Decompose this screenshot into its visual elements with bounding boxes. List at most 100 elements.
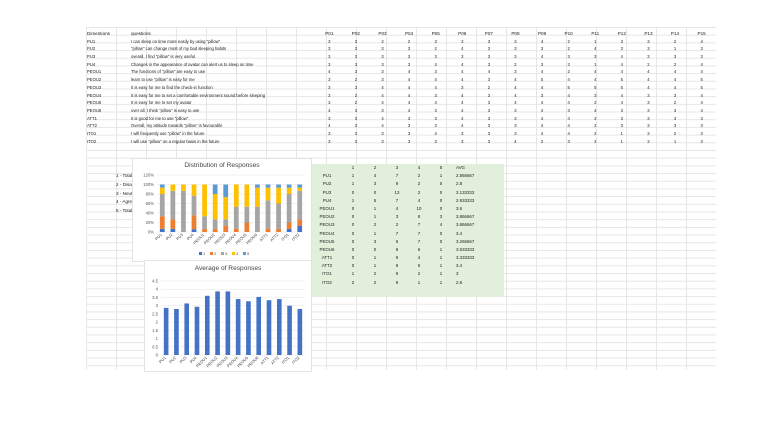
score-cell[interactable]: 2	[487, 84, 491, 90]
score-cell[interactable]: 4	[540, 38, 544, 44]
summary-value-cell[interactable]: 9	[395, 279, 399, 285]
summary-value-cell[interactable]: 4	[417, 255, 421, 261]
score-cell[interactable]: 4	[461, 100, 464, 106]
score-cell[interactable]: 3	[647, 46, 650, 52]
score-cell[interactable]: 2	[354, 92, 358, 98]
question-cell[interactable]: The functions of "pillow" are easy to us…	[131, 69, 206, 75]
score-cell[interactable]: 2	[567, 69, 570, 75]
summary-label-cell[interactable]: PEOU6	[319, 246, 335, 252]
score-cell[interactable]: 2	[354, 100, 358, 106]
summary-value-cell[interactable]: 3.333333	[456, 255, 475, 261]
score-cell[interactable]: 4	[461, 123, 464, 129]
summary-value-cell[interactable]: 1	[417, 279, 421, 285]
score-cell[interactable]: 3	[381, 107, 384, 113]
score-cell[interactable]: 4	[540, 54, 544, 60]
summary-value-cell[interactable]: 2	[417, 189, 421, 195]
score-cell[interactable]: 3	[514, 130, 517, 136]
score-cell[interactable]: 3	[567, 138, 570, 144]
score-cell[interactable]: 2	[514, 61, 517, 67]
score-cell[interactable]: 3	[540, 61, 544, 67]
summary-value-cell[interactable]: 7	[417, 238, 421, 244]
summary-value-cell[interactable]: 9	[395, 255, 399, 261]
score-cell[interactable]: 4	[647, 69, 650, 75]
score-cell[interactable]: 3	[487, 130, 491, 136]
score-cell[interactable]: 3	[381, 130, 384, 136]
header-cell[interactable]: P04	[404, 31, 414, 36]
summary-value-cell[interactable]: 0	[351, 205, 355, 211]
summary-value-cell[interactable]: 7	[417, 230, 421, 236]
score-cell[interactable]: 3	[354, 107, 358, 113]
summary-value-cell[interactable]: 5	[373, 197, 377, 203]
dimension-cell[interactable]: ATT1	[87, 115, 97, 121]
score-cell[interactable]: 3	[434, 54, 437, 60]
dimension-cell[interactable]: PU4	[87, 61, 96, 67]
score-cell[interactable]: 2	[434, 46, 437, 52]
score-cell[interactable]: 3	[328, 92, 331, 98]
score-cell[interactable]: 4	[540, 69, 544, 75]
score-cell[interactable]: 3	[700, 138, 703, 144]
summary-label-cell[interactable]: PU1	[322, 173, 332, 179]
score-cell[interactable]: 4	[700, 92, 703, 98]
score-cell[interactable]: 3	[540, 46, 544, 52]
score-cell[interactable]: 5	[700, 84, 703, 90]
score-cell[interactable]: 2	[594, 123, 597, 129]
score-cell[interactable]: 4	[567, 77, 570, 83]
question-cell[interactable]: overall, I find "pillow" is very useful	[131, 54, 195, 60]
score-cell[interactable]: 4	[461, 69, 464, 75]
summary-value-cell[interactable]: 1	[373, 214, 377, 220]
score-cell[interactable]: 3	[434, 69, 437, 75]
score-cell[interactable]: 3	[354, 61, 358, 67]
score-cell[interactable]: 2	[594, 138, 597, 144]
score-cell[interactable]: 3	[487, 54, 491, 60]
score-cell[interactable]: 4	[514, 92, 517, 98]
score-cell[interactable]: 3	[647, 138, 650, 144]
score-cell[interactable]: 3	[540, 92, 544, 98]
score-cell[interactable]: 3	[354, 138, 358, 144]
score-cell[interactable]: 3	[620, 115, 623, 121]
score-cell[interactable]: 4	[407, 100, 411, 106]
score-cell[interactable]: 4	[620, 92, 623, 98]
score-cell[interactable]: 3	[328, 100, 331, 106]
summary-value-cell[interactable]: 0	[351, 189, 355, 195]
summary-value-cell[interactable]: 0	[351, 255, 355, 261]
summary-value-cell[interactable]: 2	[373, 279, 377, 285]
score-cell[interactable]: 3	[381, 61, 384, 67]
score-cell[interactable]: 5	[700, 77, 703, 83]
score-cell[interactable]: 3	[673, 115, 677, 121]
score-cell[interactable]: 4	[594, 69, 597, 75]
score-cell[interactable]: 3	[354, 130, 358, 136]
question-cell[interactable]: It is easy for me to set a comfortable e…	[131, 92, 266, 98]
summary-value-cell[interactable]: 0	[439, 230, 443, 236]
summary-value-cell[interactable]: 0	[439, 197, 443, 203]
summary-value-cell[interactable]: 2	[351, 279, 355, 285]
scale-legend-item[interactable]: 2 - Disagree	[116, 181, 142, 187]
score-cell[interactable]: 4	[381, 115, 384, 121]
summary-value-cell[interactable]: 1	[439, 173, 443, 179]
score-cell[interactable]: 3	[354, 123, 358, 129]
summary-value-cell[interactable]: 7	[395, 173, 399, 179]
summary-value-cell[interactable]: 1	[439, 271, 443, 277]
score-cell[interactable]: 2	[567, 38, 570, 44]
question-cell[interactable]: It is good for me to use "pillow"	[131, 115, 189, 121]
score-cell[interactable]: 3	[594, 54, 597, 60]
summary-value-cell[interactable]: 3.866667	[456, 222, 475, 228]
score-cell[interactable]: 2	[594, 115, 597, 121]
score-cell[interactable]: 3	[434, 38, 437, 44]
summary-value-cell[interactable]: 8	[395, 246, 399, 252]
score-cell[interactable]: 3	[407, 61, 411, 67]
summary-value-cell[interactable]: 1	[439, 246, 443, 252]
score-cell[interactable]: 3	[487, 61, 491, 67]
dimension-cell[interactable]: PEOU6	[87, 107, 102, 113]
score-cell[interactable]: 2	[673, 38, 677, 44]
score-cell[interactable]: 3	[700, 130, 703, 136]
score-cell[interactable]: 2	[540, 138, 544, 144]
score-cell[interactable]: 4	[381, 84, 384, 90]
score-cell[interactable]: 3	[328, 54, 331, 60]
score-cell[interactable]: 4	[434, 77, 437, 83]
score-cell[interactable]: 4	[647, 84, 650, 90]
summary-label-cell[interactable]: PEOU2	[319, 214, 335, 220]
score-cell[interactable]: 3	[407, 138, 411, 144]
score-cell[interactable]: 3	[487, 115, 491, 121]
summary-label-cell[interactable]: ITO2	[322, 279, 332, 285]
summary-value-cell[interactable]: 0	[351, 246, 355, 252]
